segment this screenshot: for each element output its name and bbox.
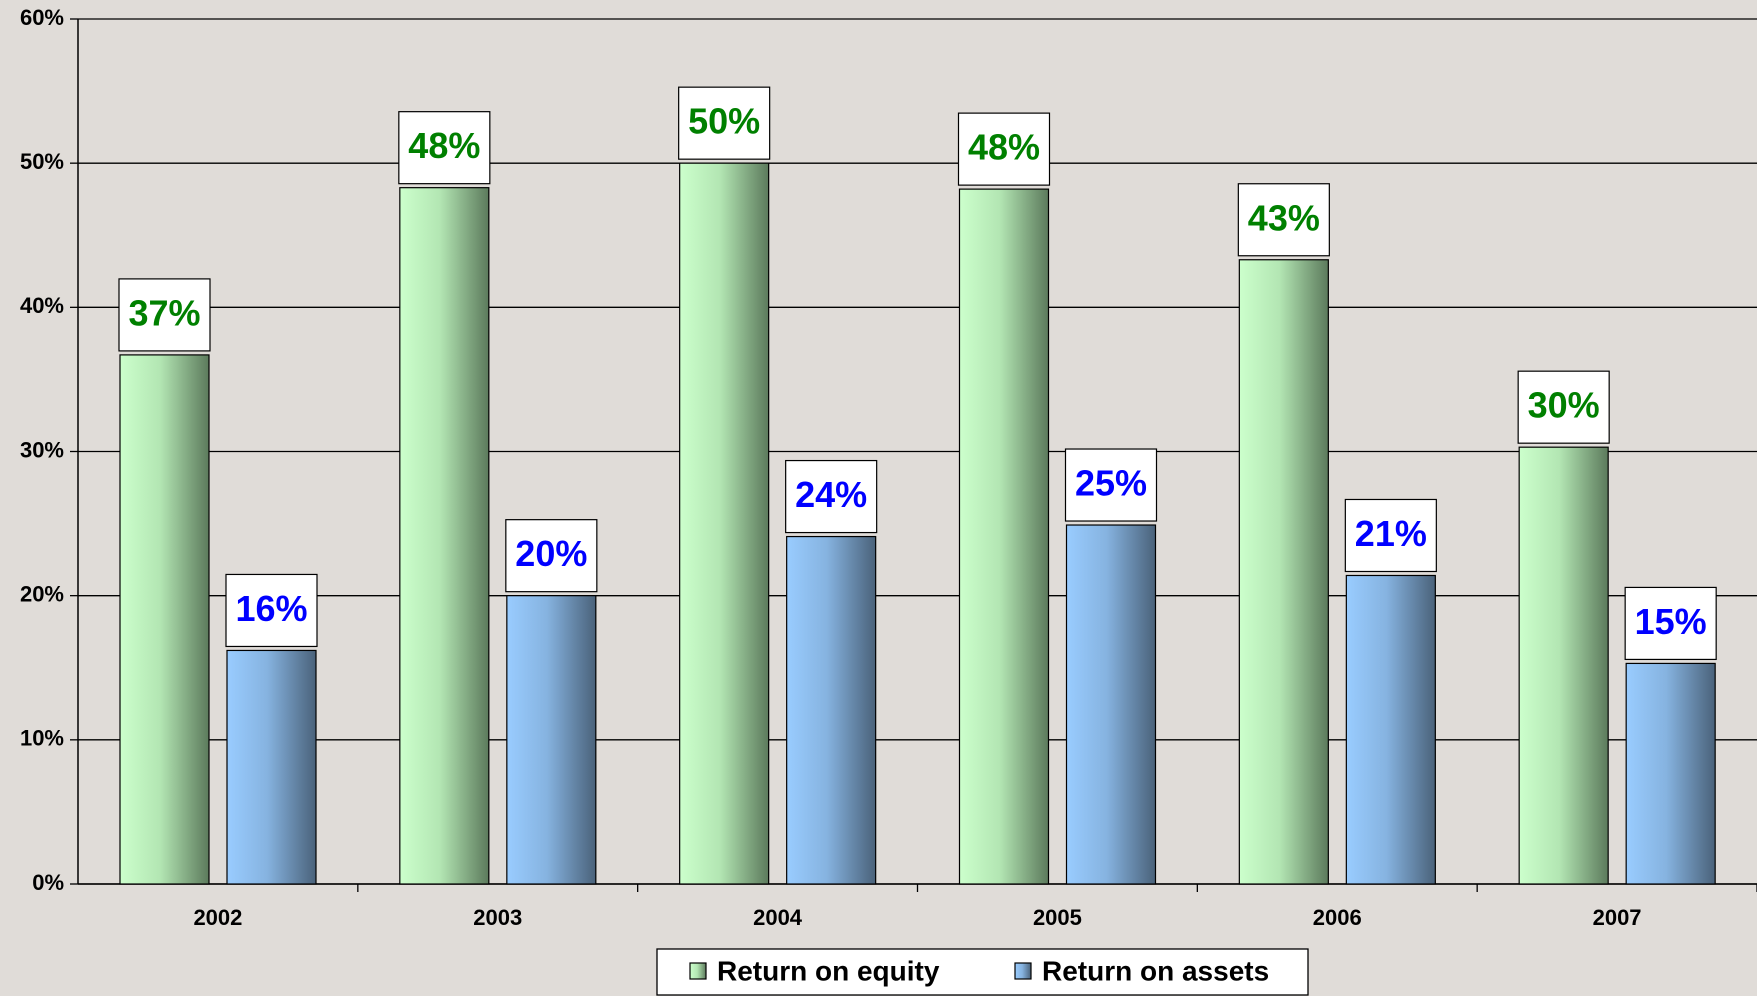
- value-label: 43%: [1248, 197, 1320, 238]
- bar: [1625, 662, 1716, 885]
- value-label: 37%: [128, 292, 200, 333]
- x-tick-label: 2005: [1033, 905, 1082, 930]
- legend-label: Return on equity: [717, 955, 940, 986]
- value-label: 25%: [1075, 463, 1147, 504]
- bar: [679, 162, 770, 885]
- value-label-box: [1624, 586, 1717, 661]
- bar: [786, 535, 877, 885]
- value-label: 20%: [515, 533, 587, 574]
- y-tick-label: 30%: [20, 437, 64, 462]
- value-label-box: [957, 112, 1051, 186]
- value-label: 24%: [795, 474, 867, 515]
- bar: [958, 188, 1050, 885]
- value-label: 30%: [1528, 385, 1600, 426]
- value-label-box: [1237, 183, 1330, 257]
- bar: [119, 354, 210, 885]
- value-label-box: [785, 459, 878, 534]
- value-label-box: [505, 519, 598, 593]
- bar: [506, 595, 597, 885]
- value-label: 48%: [968, 127, 1040, 168]
- x-tick-label: 2007: [1593, 905, 1642, 930]
- bar: [399, 187, 490, 885]
- y-tick-label: 40%: [20, 293, 64, 318]
- legend-swatch: [1014, 962, 1032, 980]
- x-tick-label: 2006: [1313, 905, 1362, 930]
- bar: [1238, 259, 1329, 885]
- bar: [226, 649, 317, 885]
- y-tick-label: 50%: [20, 149, 64, 174]
- x-tick-label: 2002: [193, 905, 242, 930]
- value-label-box: [398, 111, 491, 185]
- value-label-box: [1064, 448, 1158, 522]
- value-label: 16%: [235, 588, 307, 629]
- bar: [1345, 574, 1436, 885]
- y-tick-label: 20%: [20, 581, 64, 606]
- value-label: 48%: [408, 125, 480, 166]
- x-tick-label: 2004: [753, 905, 803, 930]
- value-label-box: [1344, 498, 1437, 573]
- value-label-box: [1517, 370, 1610, 444]
- value-label: 21%: [1355, 513, 1427, 554]
- legend-label: Return on assets: [1042, 955, 1269, 986]
- value-label-box: [118, 278, 211, 352]
- y-tick-label: 60%: [20, 5, 64, 30]
- x-tick-label: 2003: [473, 905, 522, 930]
- legend-swatch: [689, 962, 707, 980]
- bar: [1518, 446, 1609, 885]
- value-label-box: [678, 86, 771, 160]
- y-tick-label: 10%: [20, 726, 64, 751]
- value-label-box: [225, 573, 318, 648]
- value-label: 15%: [1635, 601, 1707, 642]
- value-label: 50%: [688, 101, 760, 142]
- legend-box: [656, 948, 1309, 996]
- bar: [1065, 524, 1157, 885]
- y-tick-label: 0%: [32, 870, 64, 895]
